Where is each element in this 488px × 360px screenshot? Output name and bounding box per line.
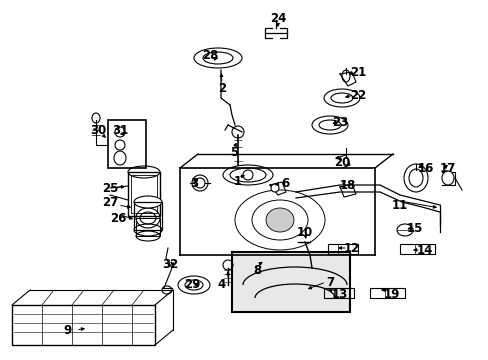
Text: 11: 11 bbox=[391, 198, 407, 212]
Bar bbox=[108, 120, 146, 168]
Text: 13: 13 bbox=[331, 288, 347, 301]
Text: 24: 24 bbox=[269, 12, 285, 24]
Bar bbox=[131, 175, 157, 213]
Text: 26: 26 bbox=[110, 212, 126, 225]
Ellipse shape bbox=[441, 171, 453, 185]
Bar bbox=[136, 218, 160, 236]
Text: 15: 15 bbox=[406, 221, 422, 234]
Text: 14: 14 bbox=[416, 243, 432, 257]
Bar bbox=[128, 172, 160, 216]
Text: 31: 31 bbox=[112, 123, 128, 136]
Text: 7: 7 bbox=[325, 275, 333, 288]
Text: 27: 27 bbox=[102, 195, 118, 208]
Ellipse shape bbox=[134, 196, 162, 208]
Text: 12: 12 bbox=[343, 242, 359, 255]
Text: 32: 32 bbox=[162, 258, 178, 271]
Text: 18: 18 bbox=[339, 179, 355, 192]
Text: 1: 1 bbox=[233, 175, 242, 188]
Text: 22: 22 bbox=[349, 89, 366, 102]
Bar bbox=[134, 202, 162, 230]
Text: 17: 17 bbox=[439, 162, 455, 175]
Text: 3: 3 bbox=[189, 176, 198, 189]
Text: 21: 21 bbox=[349, 66, 366, 78]
Bar bbox=[231, 252, 349, 312]
Text: 29: 29 bbox=[183, 279, 200, 292]
Text: 16: 16 bbox=[417, 162, 433, 175]
Ellipse shape bbox=[270, 184, 279, 192]
Ellipse shape bbox=[195, 178, 204, 188]
Text: 9: 9 bbox=[64, 324, 72, 337]
Bar bbox=[12, 305, 155, 345]
Text: 23: 23 bbox=[331, 116, 347, 129]
Text: 5: 5 bbox=[229, 145, 238, 158]
Text: 30: 30 bbox=[90, 123, 106, 136]
Text: 20: 20 bbox=[333, 156, 349, 168]
Text: 8: 8 bbox=[252, 264, 261, 276]
Text: 25: 25 bbox=[102, 181, 118, 194]
Text: 2: 2 bbox=[218, 81, 225, 95]
Text: 6: 6 bbox=[280, 176, 288, 189]
Text: 4: 4 bbox=[218, 278, 225, 291]
Text: 19: 19 bbox=[383, 288, 399, 301]
Text: 28: 28 bbox=[202, 49, 218, 62]
Text: 10: 10 bbox=[296, 225, 312, 239]
Ellipse shape bbox=[243, 170, 252, 180]
Ellipse shape bbox=[265, 208, 293, 232]
